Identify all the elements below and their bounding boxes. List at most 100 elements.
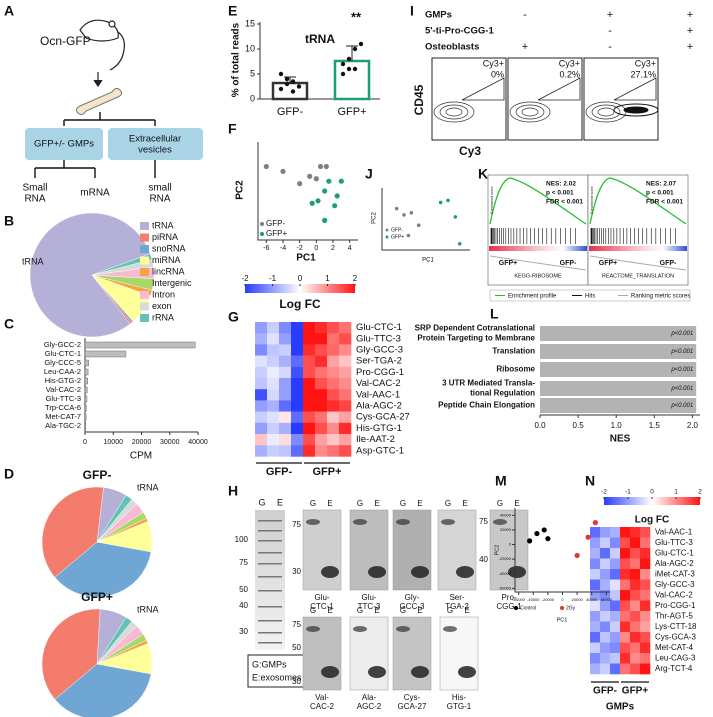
heat-cell bbox=[255, 355, 268, 368]
axis bbox=[257, 142, 358, 241]
row-label: His-GTG-1 bbox=[356, 423, 402, 434]
y-tick-label: Leu-CAA-2 bbox=[44, 367, 81, 376]
heat-cell bbox=[590, 558, 601, 570]
heat-cell bbox=[303, 389, 316, 401]
data-point bbox=[340, 71, 346, 77]
bar bbox=[333, 59, 371, 101]
y-tick-label: -20000 bbox=[499, 556, 512, 561]
heat-cell bbox=[339, 344, 352, 356]
heat-cell bbox=[267, 434, 280, 446]
colorbar-tick: -2 bbox=[241, 274, 249, 283]
row-label: Gly-GCC-3 bbox=[356, 345, 403, 356]
heat-cell bbox=[610, 590, 621, 601]
heat-cell bbox=[339, 445, 352, 457]
data-point bbox=[307, 173, 313, 179]
annotation: ** bbox=[351, 9, 362, 24]
ladder-band bbox=[258, 520, 282, 522]
heat-cell bbox=[339, 333, 352, 345]
ranking-metric bbox=[489, 255, 587, 271]
row-label: Thr-AGT-5 bbox=[655, 611, 693, 620]
blot-band bbox=[306, 626, 320, 632]
lane-label: G bbox=[447, 606, 453, 615]
legend-swatch bbox=[140, 302, 149, 311]
x-tick-label: 20000 bbox=[132, 439, 152, 446]
heat-cell bbox=[303, 400, 316, 412]
gene-set: REACTOME_TRANSLATION bbox=[602, 273, 674, 279]
panel-label: G bbox=[228, 309, 239, 325]
contour bbox=[623, 106, 649, 114]
blot-label: TTC-3 bbox=[358, 602, 381, 611]
heat-cell bbox=[620, 590, 631, 601]
x-tick-label: 4 bbox=[348, 245, 352, 252]
colorbar bbox=[245, 284, 355, 293]
ranking-bar bbox=[489, 246, 587, 251]
x-tick-label: 0 bbox=[561, 597, 564, 602]
data-point bbox=[527, 538, 533, 544]
y-tick-label: Gly-GCC-2 bbox=[44, 340, 81, 349]
blot-band bbox=[456, 566, 474, 578]
blot-band bbox=[441, 519, 455, 525]
heat-cell bbox=[630, 611, 641, 622]
heat-cell bbox=[590, 611, 601, 622]
y-tick-label: 15 bbox=[245, 18, 255, 28]
heat-cell bbox=[590, 548, 601, 559]
group-label: GFP- bbox=[266, 466, 293, 478]
stat-label: p < 0.001 bbox=[646, 190, 674, 197]
lane-label: G bbox=[310, 606, 316, 615]
y-tick-label: -40000 bbox=[499, 571, 512, 576]
data-point bbox=[326, 178, 332, 184]
size-marker: 50 bbox=[292, 643, 301, 652]
legend-marker bbox=[385, 235, 389, 239]
heat-cell bbox=[600, 537, 611, 549]
x-tick-label: 1.0 bbox=[611, 421, 623, 430]
p-label: p<0.001 bbox=[670, 403, 693, 409]
heat-cell bbox=[630, 527, 641, 538]
heat-cell bbox=[267, 322, 280, 334]
x-tick-label: GFP- bbox=[277, 106, 304, 118]
ladder-band bbox=[258, 530, 282, 532]
p-label: p<0.001 bbox=[670, 331, 693, 337]
heat-cell bbox=[291, 389, 304, 401]
contour bbox=[433, 101, 475, 123]
heat-cell bbox=[590, 527, 601, 538]
row-label: Val-CAC-2 bbox=[356, 378, 401, 389]
bar bbox=[84, 341, 196, 349]
data-point bbox=[545, 536, 551, 542]
row-label: Glu-TTC-3 bbox=[655, 538, 693, 547]
heat-cell bbox=[255, 400, 268, 412]
heat-cell bbox=[339, 378, 352, 390]
gate-label: Cy3+ bbox=[635, 58, 656, 68]
blot-label: CTC-1 bbox=[310, 602, 334, 611]
label: tRNA bbox=[137, 482, 159, 492]
x-tick-label: 30000 bbox=[160, 439, 180, 446]
ladder-band bbox=[258, 563, 282, 565]
data-point bbox=[358, 41, 364, 47]
data-point bbox=[334, 193, 340, 199]
heat-cell bbox=[255, 422, 268, 435]
legend-label: Enrichment profile bbox=[508, 294, 557, 300]
data-point bbox=[322, 217, 328, 223]
heat-cell bbox=[600, 621, 611, 633]
heat-cell bbox=[291, 355, 304, 368]
data-point bbox=[541, 527, 547, 533]
heat-cell bbox=[640, 642, 651, 654]
legend-label: 2Gy bbox=[566, 605, 576, 611]
group-label: GFP+ bbox=[312, 466, 341, 478]
data-point bbox=[332, 203, 338, 209]
row-label: Glu-TTC-3 bbox=[356, 333, 401, 344]
legend-marker bbox=[259, 221, 265, 227]
data-point bbox=[284, 76, 290, 82]
gmp-box bbox=[25, 128, 103, 160]
ladder-band bbox=[258, 576, 282, 578]
axis-label: Enrichment score bbox=[490, 186, 494, 213]
data-point bbox=[284, 81, 290, 87]
heat-cell bbox=[600, 653, 611, 664]
blot-band bbox=[368, 666, 386, 678]
heat-cell bbox=[303, 445, 316, 457]
legend-label: GFP+ bbox=[391, 234, 404, 240]
bar bbox=[271, 81, 309, 101]
row-label: Glu-CTC-1 bbox=[356, 322, 402, 333]
heat-cell bbox=[327, 355, 340, 368]
contour bbox=[521, 107, 539, 117]
legend-label: piRNA bbox=[152, 232, 178, 242]
